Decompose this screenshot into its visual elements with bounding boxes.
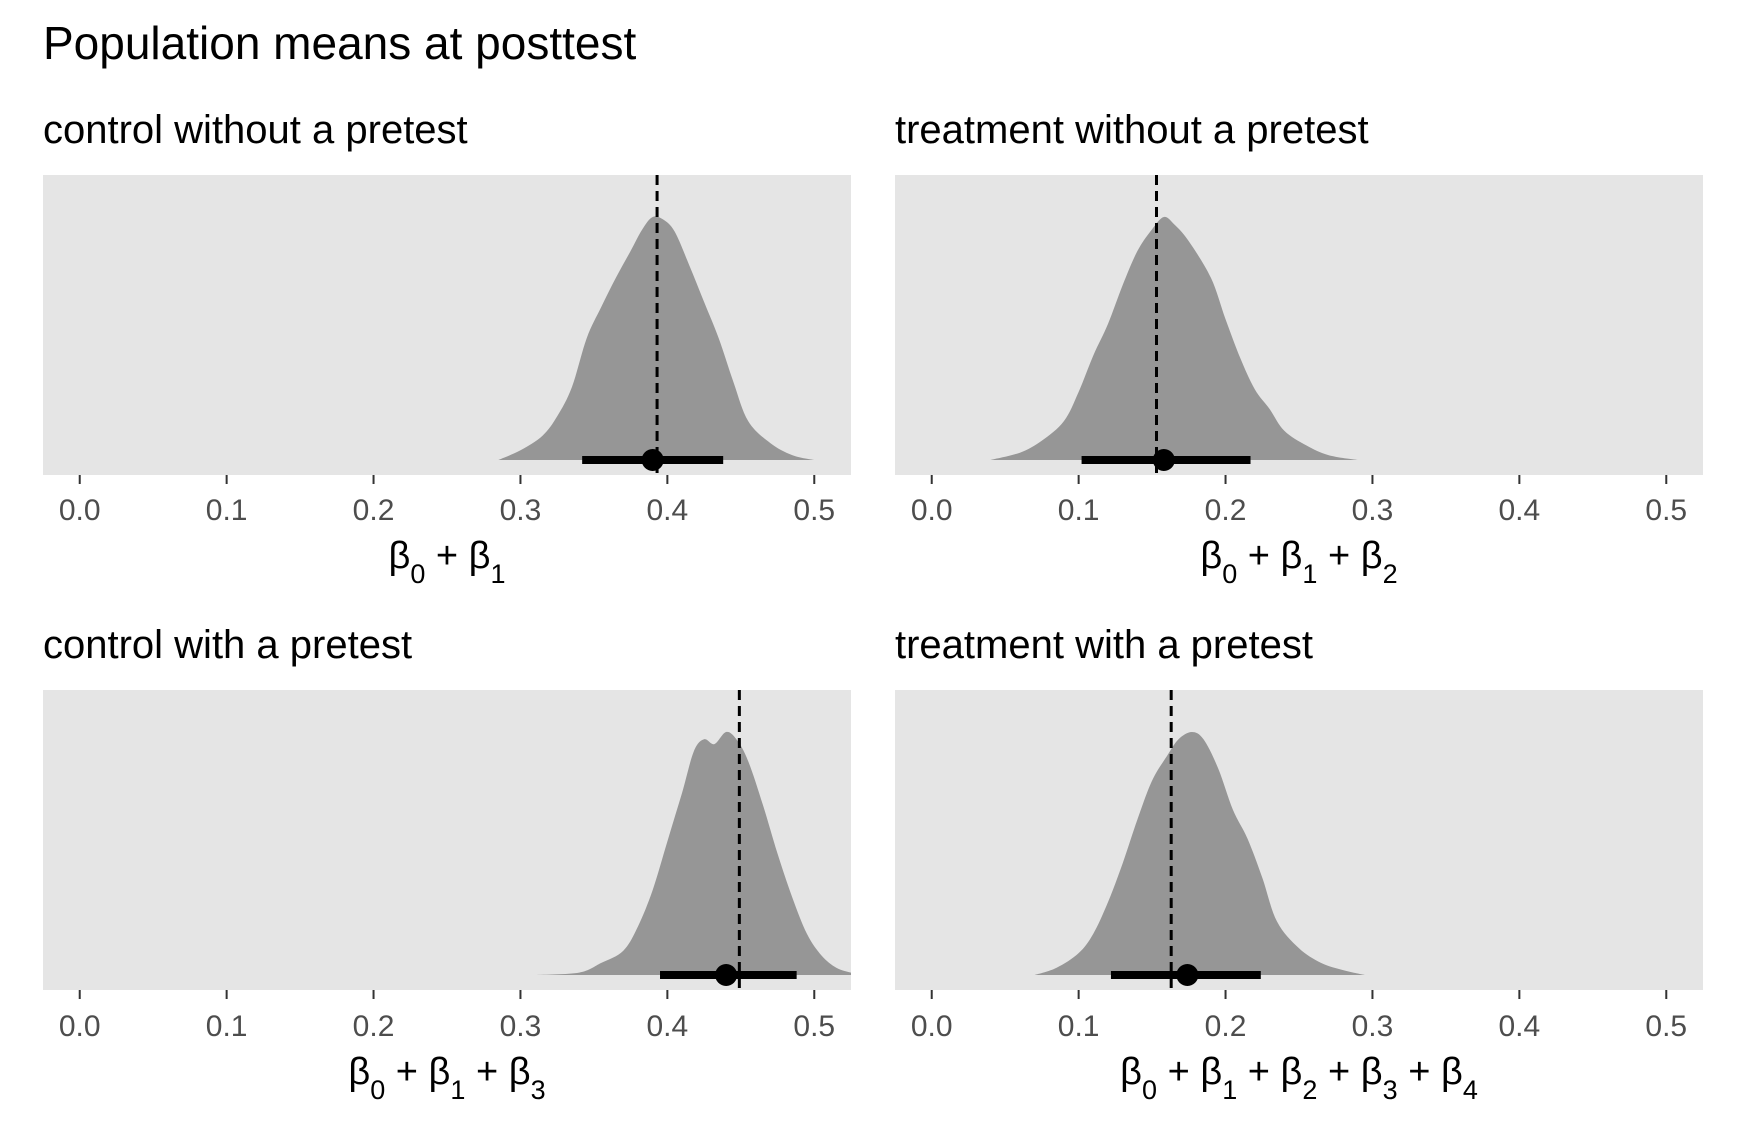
panel-2: treatment without a pretest 0.0 0.1 0.2 0.3 0… xyxy=(895,108,1703,589)
plus-sign: + xyxy=(1317,535,1360,577)
x-tick-label: 0.1 xyxy=(1058,1010,1100,1043)
beta-symbol: β xyxy=(1281,535,1303,577)
beta-subscript: 1 xyxy=(491,559,506,589)
x-tick-label: 0.1 xyxy=(1058,494,1100,527)
figure-title: Population means at posttest xyxy=(43,17,637,69)
beta-symbol: β xyxy=(388,535,410,577)
plus-sign: + xyxy=(1317,1051,1360,1093)
x-tick-label: 0.4 xyxy=(1499,1010,1541,1043)
plot-area xyxy=(1034,690,1366,990)
plus-sign: + xyxy=(1237,535,1280,577)
density-area xyxy=(1034,732,1366,975)
plus-sign: + xyxy=(385,1051,428,1093)
beta-subscript: 0 xyxy=(370,1075,385,1105)
x-tick-label: 0.1 xyxy=(206,494,248,527)
x-tick-label: 0.1 xyxy=(206,1010,248,1043)
x-tick-label: 0.0 xyxy=(59,1010,101,1043)
panel-title: control without a pretest xyxy=(43,108,468,152)
beta-symbol: β xyxy=(1200,1051,1222,1093)
x-tick-label: 0.0 xyxy=(59,494,101,527)
panel-background xyxy=(895,175,1703,475)
beta-subscript: 2 xyxy=(1383,559,1398,589)
plot-area xyxy=(535,690,851,990)
beta-symbol: β xyxy=(1361,535,1383,577)
beta-subscript: 1 xyxy=(1302,559,1317,589)
x-tick-label: 0.5 xyxy=(793,1010,835,1043)
beta-subscript: 0 xyxy=(1142,1075,1157,1105)
panel-title: treatment without a pretest xyxy=(895,108,1369,152)
density-area xyxy=(535,731,851,975)
beta-symbol: β xyxy=(348,1051,370,1093)
x-axis-title: β0 + β1 + β2 + β3 + β4 xyxy=(1120,1051,1478,1105)
beta-subscript: 0 xyxy=(410,559,425,589)
point-estimate xyxy=(1152,449,1175,471)
plus-sign: + xyxy=(425,535,468,577)
x-axis-title: β0 + β1 xyxy=(388,535,505,589)
panel-title: control with a pretest xyxy=(43,623,412,667)
x-tick-label: 0.2 xyxy=(1205,494,1247,527)
x-tick-label: 0.3 xyxy=(500,1010,542,1043)
plot-area xyxy=(498,175,815,475)
beta-symbol: β xyxy=(1361,1051,1383,1093)
panel-1: control without a pretest 0.0 0.1 0.2 0.3 0.4… xyxy=(43,108,851,589)
beta-subscript: 0 xyxy=(1222,559,1237,589)
point-estimate xyxy=(1176,964,1199,986)
beta-subscript: 2 xyxy=(1302,1075,1317,1105)
beta-subscript: 1 xyxy=(450,1075,465,1105)
x-tick-label: 0.4 xyxy=(647,494,689,527)
panel-background xyxy=(895,690,1703,990)
x-tick-label: 0.3 xyxy=(1352,1010,1394,1043)
beta-subscript: 3 xyxy=(531,1075,546,1105)
x-tick-label: 0.5 xyxy=(1645,1010,1687,1043)
panel-3: control with a pretest 0.0 0.1 0.2 0.3 0.4 0.5… xyxy=(43,623,851,1105)
beta-symbol: β xyxy=(1200,535,1222,577)
plus-sign: + xyxy=(1157,1051,1200,1093)
beta-symbol: β xyxy=(429,1051,451,1093)
point-estimate xyxy=(641,449,664,471)
plus-sign: + xyxy=(465,1051,508,1093)
beta-subscript: 3 xyxy=(1383,1075,1398,1105)
beta-symbol: β xyxy=(509,1051,531,1093)
x-tick-label: 0.4 xyxy=(647,1010,689,1043)
plus-sign: + xyxy=(1398,1051,1441,1093)
beta-symbol: β xyxy=(1441,1051,1463,1093)
x-axis-title: β0 + β1 + β2 xyxy=(1200,535,1397,589)
panel-4: treatment with a pretest 0.0 0.1 0.2 0.3 0.4 0… xyxy=(895,623,1703,1105)
panel-title: treatment with a pretest xyxy=(895,623,1313,667)
x-tick-label: 0.2 xyxy=(1205,1010,1247,1043)
beta-subscript: 1 xyxy=(1222,1075,1237,1105)
beta-symbol: β xyxy=(469,535,491,577)
x-tick-label: 0.5 xyxy=(1645,494,1687,527)
x-tick-label: 0.0 xyxy=(911,494,953,527)
x-tick-label: 0.3 xyxy=(1352,494,1394,527)
plot-area xyxy=(990,175,1358,475)
x-tick-label: 0.4 xyxy=(1499,494,1541,527)
plus-sign: + xyxy=(1237,1051,1280,1093)
x-tick-label: 0.0 xyxy=(911,1010,953,1043)
beta-symbol: β xyxy=(1281,1051,1303,1093)
x-tick-label: 0.3 xyxy=(500,494,542,527)
beta-subscript: 4 xyxy=(1463,1075,1478,1105)
x-tick-label: 0.5 xyxy=(793,494,835,527)
x-axis-title: β0 + β1 + β3 xyxy=(348,1051,545,1105)
x-tick-label: 0.2 xyxy=(353,494,395,527)
beta-symbol: β xyxy=(1120,1051,1142,1093)
point-estimate xyxy=(715,964,738,986)
density-area xyxy=(990,216,1358,460)
x-tick-label: 0.2 xyxy=(353,1010,395,1043)
